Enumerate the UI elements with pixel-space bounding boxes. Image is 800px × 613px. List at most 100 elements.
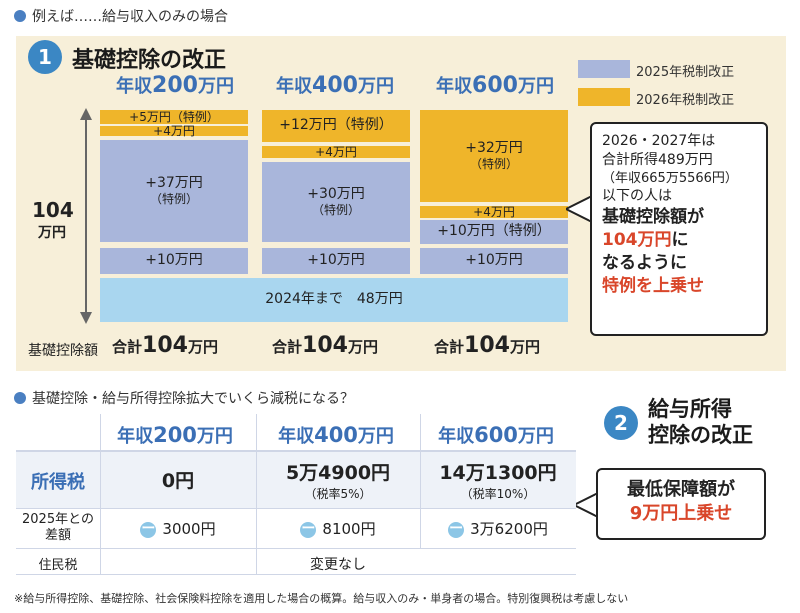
section-bullet-icon (14, 10, 26, 22)
table-row-income-tax-label: 所得税 (31, 472, 85, 493)
bar-segment-label: +4万円 (153, 123, 195, 138)
bar-segment-label: +32万円 (465, 139, 523, 156)
total-400: 合計104万円 (272, 333, 378, 358)
callout-line: 以下の人は (602, 188, 672, 205)
table-row-diff-label: 2025年との 差額 (16, 512, 100, 543)
total-suffix: 万円 (187, 338, 218, 356)
bar-segment-gold-mid: +4万円 (262, 145, 410, 159)
section1-number-badge: 1 (28, 40, 62, 74)
table-divider (420, 414, 421, 548)
callout-highlight: 104万円 (602, 230, 672, 251)
table-divider (256, 414, 257, 574)
section-bullet-icon (14, 392, 26, 404)
section2-number-badge: 2 (604, 406, 638, 440)
table-cell-value: 14万1300円 (439, 462, 557, 484)
table-cell-value: 3000円 (162, 520, 216, 538)
table-cell: ー 3万6200円 (420, 518, 576, 539)
bar-segment-label: +10万円 (307, 252, 365, 269)
bar-segment-blue-top: +30万円 （特例） (262, 162, 410, 242)
column-header-suffix: 万円 (357, 76, 394, 97)
table-header-num: 200 (153, 423, 197, 447)
callout-pointer-icon (574, 493, 598, 517)
callout-line: 2026・2027年は (602, 133, 716, 149)
callout-pointer-icon (566, 196, 592, 222)
table-header-suffix: 万円 (517, 426, 554, 447)
legend-swatch-2026 (578, 88, 630, 106)
bar-segment-label: +10万円 (145, 252, 203, 269)
total-prefix: 合計 (434, 338, 465, 356)
table-row-resident-label: 住民税 (38, 558, 78, 573)
table-cell: ー 3000円 (100, 518, 256, 539)
total-num: 104 (142, 333, 188, 358)
table-divider (100, 414, 101, 574)
bar-segment-label: +10万円（特例） (437, 223, 551, 240)
section1-title: 基礎控除の改正 (72, 48, 227, 73)
minus-icon: ー (300, 520, 317, 538)
table-cell-value: 0円 (161, 470, 195, 492)
bar-segment-gold-top: +32万円 （特例） (420, 110, 568, 202)
bar-segment-blue-low: +10万円 (100, 248, 248, 274)
legend-label-2026: 2026年税制改正 (636, 93, 735, 108)
table-cell-value: 5万4900円 (285, 462, 391, 484)
bar-segment-blue-low: +10万円 (420, 248, 568, 274)
column-header-600: 年収600万円 (420, 72, 570, 98)
total-600: 合計104万円 (434, 333, 540, 358)
bar-segment-label: +30万円 (307, 185, 365, 202)
bar-segment-label: +12万円（特例） (279, 117, 393, 134)
minus-icon: ー (140, 520, 157, 538)
column-header-400: 年収400万円 (260, 72, 410, 98)
minus-icon: ー (448, 520, 465, 538)
section2-title: 給与所得 控除の改正 (648, 396, 753, 449)
footnote: ※給与所得控除、基礎控除、社会保険料控除を適用した場合の概算。給与収入のみ・単身… (14, 592, 629, 605)
table-cell: ー 8100円 (256, 518, 420, 539)
bar-segment-sublabel: （特例） (311, 203, 360, 218)
column-header-prefix: 年収 (276, 76, 313, 97)
legend-swatch-2025 (578, 60, 630, 78)
minimum-guarantee-callout: 最低保障額が 9万円上乗せ (596, 468, 766, 540)
totals-row-label: 基礎控除額 (28, 343, 98, 359)
column-header-num: 200 (152, 73, 198, 98)
callout-emphasis: に (671, 230, 689, 251)
column-header-suffix: 万円 (197, 76, 234, 97)
bar-segment-blue-low: +10万円 (262, 248, 410, 274)
table-header-prefix: 年収 (278, 426, 315, 447)
bar-segment-sublabel: （特例） (469, 157, 518, 172)
table-cell-value: 3万6200円 (470, 520, 548, 538)
table-cell-note: （税率5%） (304, 487, 372, 501)
axis-label-unit: 万円 (38, 225, 66, 241)
bar-segment-label: 2024年まで 48万円 (265, 291, 403, 308)
axis-label: 104 万円 (32, 198, 74, 242)
table-cell: 5万4900円 （税率5%） (256, 458, 420, 502)
axis-arrow-icon (80, 108, 92, 324)
callout-emphasis: なるように (602, 253, 687, 274)
bar-segment-gold-mid: +4万円 (420, 204, 568, 219)
axis-label-value: 104 (32, 198, 74, 222)
column-header-num: 400 (312, 73, 358, 98)
table-header-200: 年収200万円 (100, 422, 250, 448)
column-header-200: 年収200万円 (100, 72, 250, 98)
table-header-400: 年収400万円 (256, 422, 416, 448)
table-divider (16, 508, 576, 509)
table-header-suffix: 万円 (357, 426, 394, 447)
bar-segment-label: +37万円 (145, 174, 203, 191)
table-divider (16, 548, 576, 549)
callout-highlight: 特例を上乗せ (602, 276, 704, 297)
bar-segment-label: +4万円 (473, 204, 515, 219)
tax-table: 年収200万円 年収400万円 年収600万円 所得税 0円 5万4900円 （… (16, 414, 576, 575)
table-header-prefix: 年収 (438, 426, 475, 447)
section2-question: 基礎控除・給与所得控除拡大でいくら減税になる？ (32, 391, 354, 407)
bar-segment-gold-top: +5万円（特例） (100, 110, 248, 124)
callout-highlight: 9万円上乗せ (629, 503, 733, 525)
table-cell-note: （税率10%） (460, 487, 536, 501)
total-200: 合計104万円 (112, 333, 218, 358)
table-cell-value: 8100円 (322, 520, 376, 538)
table-divider (16, 574, 576, 575)
total-prefix: 合計 (112, 338, 143, 356)
total-num: 104 (464, 333, 510, 358)
column-header-prefix: 年収 (436, 76, 473, 97)
bar-segment-label: +10万円 (465, 252, 523, 269)
table-row-resident-value: 変更なし (310, 557, 366, 573)
bar-segment-label: +5万円（特例） (129, 109, 219, 124)
bar-segment-base-48: 2024年まで 48万円 (100, 278, 568, 322)
table-header-num: 400 (314, 423, 358, 447)
